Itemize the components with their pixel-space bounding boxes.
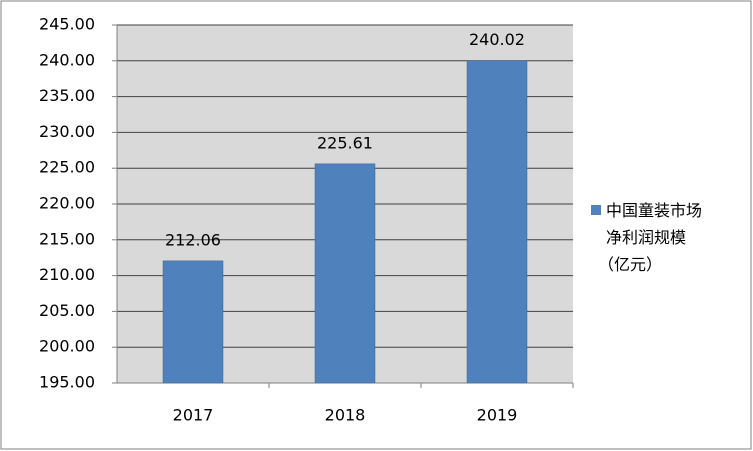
legend-line: 净利润规模 <box>606 228 686 247</box>
data-label: 212.06 <box>165 230 221 249</box>
x-tick-label: 2019 <box>477 406 518 425</box>
x-tick-label: 2018 <box>325 406 366 425</box>
legend-line: 中国童装市场 <box>606 201 702 220</box>
y-tick-label: 195.00 <box>39 373 95 392</box>
y-tick-label: 230.00 <box>39 122 95 141</box>
y-tick-label: 235.00 <box>39 86 95 105</box>
y-tick-label: 210.00 <box>39 265 95 284</box>
bar <box>466 60 528 384</box>
x-tick-label: 2017 <box>173 406 214 425</box>
bar <box>162 260 224 384</box>
y-tick-label: 220.00 <box>39 194 95 213</box>
legend-line: （亿元） <box>598 255 662 274</box>
y-tick-label: 225.00 <box>39 158 95 177</box>
y-tick-label: 245.00 <box>39 15 95 34</box>
y-tick-label: 205.00 <box>39 301 95 320</box>
legend-swatch <box>591 205 601 215</box>
y-tick-label: 240.00 <box>39 50 95 69</box>
y-tick-label: 215.00 <box>39 229 95 248</box>
data-label: 240.02 <box>469 30 525 49</box>
legend-label: 中国童装市场净利润规模 （亿元） <box>598 201 702 274</box>
y-tick-label: 200.00 <box>39 337 95 356</box>
data-label: 225.61 <box>317 133 373 152</box>
bar <box>314 163 376 384</box>
